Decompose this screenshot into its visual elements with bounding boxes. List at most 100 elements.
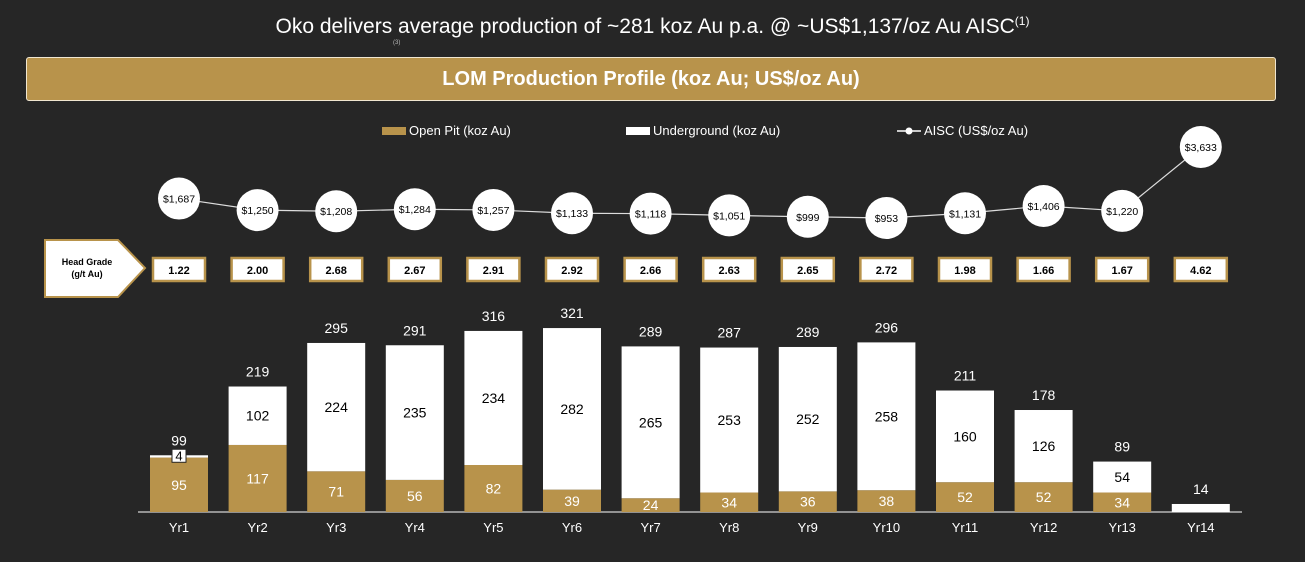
head-grade-box	[151, 256, 207, 283]
head-grade-value: 2.92	[561, 265, 582, 277]
x-tick-label: Yr10	[873, 520, 900, 535]
aisc-label: $1,406	[1028, 201, 1060, 213]
open-pit-label: 56	[407, 488, 423, 504]
underground-label: 54	[1114, 469, 1130, 485]
legend-underground: Underground (koz Au)	[626, 123, 780, 138]
total-label: 287	[718, 325, 742, 341]
open-pit-swatch	[382, 126, 406, 135]
aisc-marker	[315, 190, 358, 233]
open-pit-label: 95	[171, 477, 187, 493]
x-tick-label: Yr12	[1030, 520, 1057, 535]
aisc-label: $1,133	[556, 208, 588, 220]
x-tick-label: Yr6	[562, 520, 582, 535]
head-grade-box	[780, 256, 836, 283]
bar-open-pit	[543, 489, 601, 512]
x-tick-label: Yr4	[405, 520, 425, 535]
bar-underground	[700, 347, 759, 493]
aisc-label: $1,051	[713, 210, 745, 222]
aisc-marker	[1022, 184, 1065, 227]
aisc-marker	[551, 192, 593, 235]
underground-label: 253	[718, 412, 742, 428]
head-grade-value: 2.65	[797, 265, 818, 277]
head-grade-box	[230, 256, 285, 283]
head-grade-value: 2.66	[640, 265, 661, 277]
total-label: 289	[639, 323, 663, 339]
open-pit-label: 34	[1114, 494, 1130, 510]
underground-label: 234	[482, 390, 506, 406]
head-grade-value: 2.67	[404, 265, 425, 277]
underground-label: 224	[325, 399, 349, 415]
aisc-marker	[393, 188, 436, 231]
total-label: 321	[560, 305, 584, 321]
underground-label: 265	[639, 414, 663, 430]
head-grade-box	[308, 256, 364, 283]
total-label: 99	[171, 432, 187, 448]
aisc-marker	[236, 189, 279, 232]
footnote-marker: (3)	[393, 40, 401, 46]
aisc-marker	[786, 195, 829, 238]
open-pit-label: 82	[486, 481, 502, 497]
head-grade-value: 2.91	[483, 265, 504, 277]
head-grade-box	[387, 256, 443, 283]
x-tick-label: Yr5	[483, 520, 503, 535]
bar-underground	[1093, 461, 1152, 493]
underground-label: 4	[175, 448, 182, 463]
aisc-label: $1,118	[635, 209, 666, 221]
underground-label-box	[171, 448, 187, 463]
bar-open-pit	[857, 490, 916, 512]
head-grade-value: 2.68	[325, 265, 346, 277]
x-tick-label: Yr3	[326, 520, 346, 535]
aisc-marker	[629, 192, 672, 235]
underground-label: 235	[403, 405, 427, 421]
head-grade-box	[859, 256, 914, 283]
bar-open-pit	[700, 492, 759, 512]
head-grade-box	[1173, 256, 1229, 283]
open-pit-label: 52	[1036, 489, 1052, 505]
head-grade-value: 2.72	[876, 265, 897, 277]
bar-underground	[464, 330, 523, 466]
aisc-marker	[1101, 189, 1144, 232]
underground-label: 252	[796, 411, 820, 427]
aisc-label: $999	[796, 212, 820, 224]
aisc-label: $1,220	[1106, 206, 1138, 218]
head-grade-value: 1.98	[954, 265, 975, 277]
open-pit-label: 24	[643, 497, 659, 513]
x-tick-label: Yr8	[719, 520, 739, 535]
open-pit-label: 34	[721, 494, 737, 510]
head-grade-value: 1.67	[1111, 265, 1132, 277]
bar-open-pit	[228, 444, 287, 512]
aisc-label: $3,633	[1185, 142, 1217, 154]
underground-label: 160	[953, 428, 977, 444]
bar-open-pit	[1014, 482, 1073, 512]
bar-open-pit	[307, 471, 366, 512]
x-tick-label: Yr14	[1187, 520, 1214, 535]
bar-open-pit	[385, 479, 444, 512]
head-grade-box	[544, 256, 600, 283]
aisc-marker	[1179, 125, 1222, 168]
underground-label: 258	[875, 408, 899, 424]
total-label: 89	[1114, 439, 1130, 455]
x-tick-label: Yr2	[247, 520, 267, 535]
total-label: 289	[796, 324, 820, 340]
total-label: 178	[1032, 387, 1056, 403]
legend-aisc: AISC (US$/oz Au)	[897, 123, 1028, 138]
total-label: 14	[1193, 481, 1209, 497]
head-grade-box	[701, 256, 757, 283]
bar-underground	[936, 390, 994, 483]
x-tick-label: Yr13	[1108, 520, 1135, 535]
bar-open-pit	[936, 482, 994, 512]
bar-underground	[385, 345, 444, 480]
total-label: 211	[954, 368, 977, 384]
head-grade-box	[466, 256, 521, 283]
chart-banner: LOM Production Profile (koz Au; US$/oz A…	[26, 57, 1276, 101]
open-pit-label: 39	[564, 493, 580, 509]
aisc-label: $1,250	[242, 205, 274, 217]
aisc-marker	[708, 194, 751, 237]
open-pit-label: 36	[800, 494, 816, 510]
head-grade-unit: (g/t Au)	[71, 269, 102, 279]
head-grade-box	[937, 256, 993, 283]
total-label: 291	[403, 322, 427, 338]
aisc-marker	[472, 188, 515, 231]
legend-open-pit: Open Pit (koz Au)	[382, 123, 511, 138]
